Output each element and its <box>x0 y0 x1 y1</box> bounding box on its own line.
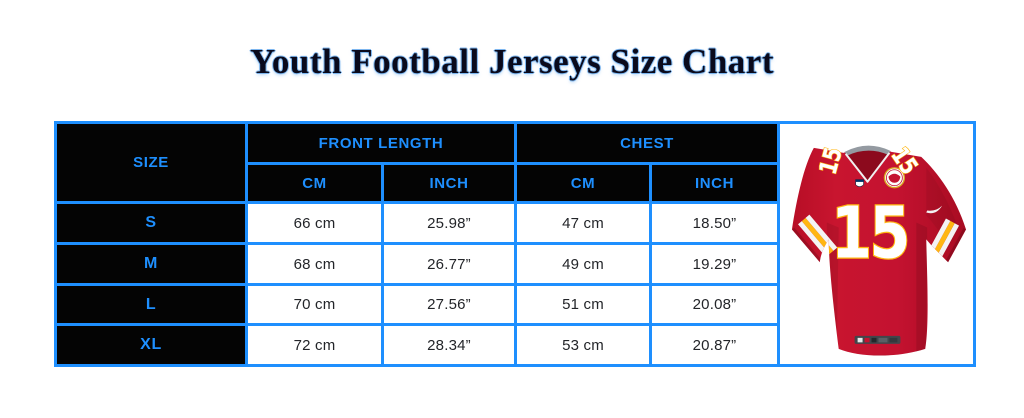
page-title: Youth Football Jerseys Size Chart <box>250 42 774 81</box>
column-header-chest: CHEST <box>514 121 781 165</box>
subheader-front-inch: INCH <box>380 162 518 204</box>
front-length-cm-value: 68 cm <box>245 242 384 286</box>
size-chart: SIZE FRONT LENGTH CHEST <box>54 121 977 367</box>
chest-cm-value: 51 cm <box>514 283 653 326</box>
chest-inch-value: 20.08” <box>649 283 781 326</box>
collar-white-trim <box>844 151 891 183</box>
subheader-chest-inch: INCH <box>649 162 781 204</box>
front-length-inch-value: 27.56” <box>380 283 518 326</box>
nike-swoosh-icon <box>926 205 943 213</box>
size-label: XL <box>54 323 248 367</box>
front-length-inch-value: 26.77” <box>380 242 518 286</box>
column-header-front-length: FRONT LENGTH <box>244 121 518 165</box>
hem-tag <box>854 335 901 344</box>
front-length-cm-value: 66 cm <box>245 201 384 245</box>
subheader-front-cm: CM <box>245 162 384 204</box>
size-label: S <box>54 201 248 245</box>
table-row-m: M 68 cm 26.77” 49 cm 19.29” <box>54 242 975 286</box>
chest-cm-value: 49 cm <box>514 242 653 286</box>
column-header-size: SIZE <box>54 121 248 204</box>
collar-back-band <box>844 145 891 156</box>
chest-cm-value: 47 cm <box>514 201 653 245</box>
nfl-shield-icon <box>855 179 864 187</box>
team-patch-icon <box>883 166 906 188</box>
table-row-s: S 66 cm 25.98” 47 cm 18.50” <box>54 201 975 245</box>
chest-inch-value: 18.50” <box>649 201 781 245</box>
chest-inch-value: 19.29” <box>649 242 781 286</box>
chest-cm-value: 53 cm <box>514 323 653 367</box>
svg-text:15: 15 <box>831 191 908 274</box>
size-label: L <box>54 283 248 326</box>
front-length-inch-value: 28.34” <box>380 323 518 367</box>
size-label: M <box>54 242 248 286</box>
collar-opening <box>844 146 891 181</box>
table-row-l: L 70 cm 27.56” 51 cm 20.08” <box>54 283 975 326</box>
front-length-inch-value: 25.98” <box>380 201 518 245</box>
jersey-image: 15 15 15 <box>791 142 967 356</box>
front-length-cm-value: 72 cm <box>245 323 384 367</box>
chest-inch-value: 20.87” <box>649 323 781 367</box>
jersey-number: 15 <box>830 190 912 275</box>
jersey-product-image: 15 15 15 <box>777 121 977 367</box>
subheader-chest-cm: CM <box>514 162 653 204</box>
jersey-body <box>791 146 967 356</box>
front-length-cm-value: 70 cm <box>245 283 384 326</box>
table-row-xl: XL 72 cm 28.34” 53 cm 20.87” <box>54 323 975 367</box>
size-chart-table: SIZE FRONT LENGTH CHEST <box>54 121 977 367</box>
